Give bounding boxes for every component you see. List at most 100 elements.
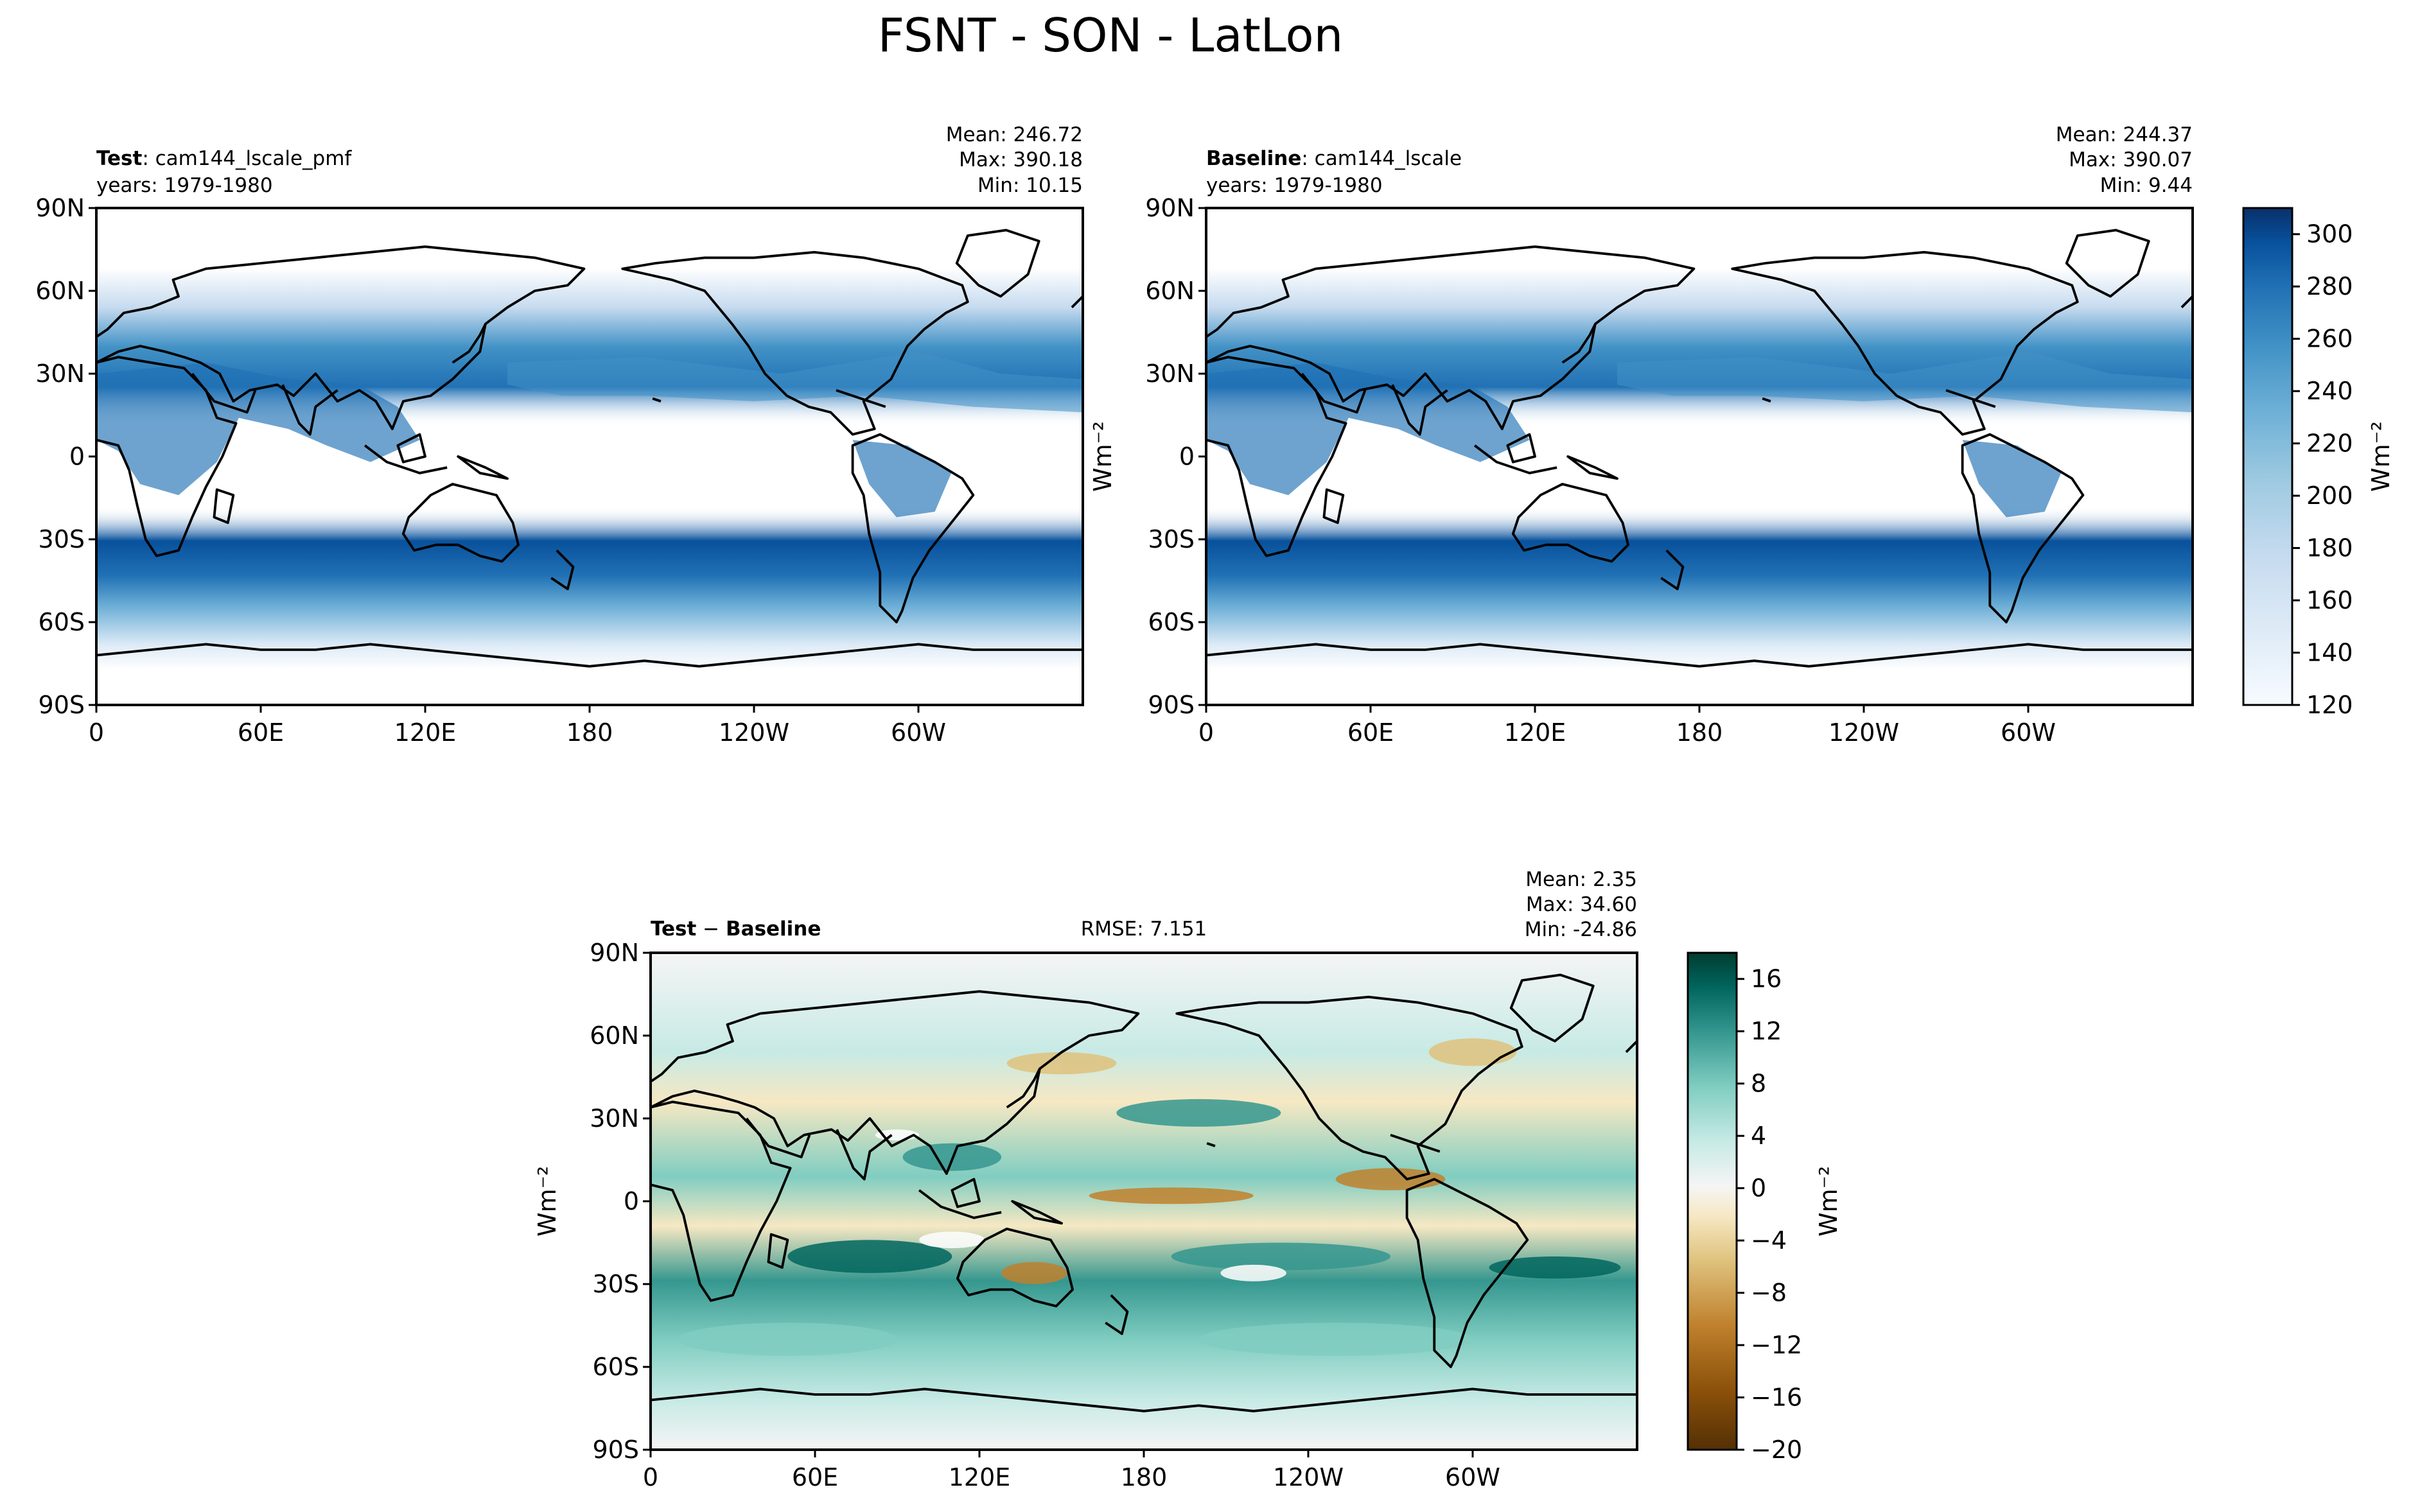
diff-panel-mean: Mean: 2.35 [1525,868,1637,891]
test-map-axes: 0 60E 120E 180 120W 60W 90N 60N 30N 0 30S 60S 90S [35,194,946,747]
x-tick-label: 60E [792,1463,838,1491]
y-tick-label: 90N [1145,194,1195,222]
colorbar-tick-label: −8 [1751,1279,1787,1307]
test-panel-mean: Mean: 246.72 [946,123,1083,146]
y-tick-label: 30N [35,360,85,388]
y-tick-label: 60S [39,608,85,636]
top-colorbar-label: Wm⁻² [2367,421,2395,492]
colorbar-tick-label: −16 [1751,1384,1802,1412]
colorbar-tick-label: 16 [1751,965,1782,993]
diff-colorbar-ticks: −20 −16 −12 −8 −4 0 4 8 12 16 [1737,965,1802,1464]
test-map-field [96,208,1083,705]
diff-panel-rmse: RMSE: 7.151 [1081,917,1207,941]
x-tick-label: 60W [2001,718,2056,747]
x-tick-label: 120E [394,718,457,747]
colorbar-tick-label: 8 [1751,1070,1766,1098]
y-tick-label: 60N [1145,277,1195,305]
y-tick-label: 0 [624,1187,639,1215]
test-panel: Test: cam144_lscale_pmf years: 1979-1980… [35,123,1084,747]
x-tick-label: 60E [1347,718,1394,747]
baseline-panel: Baseline: cam144_lscale years: 1979-1980… [1145,123,2194,747]
diff-panel-max: Max: 34.60 [1526,893,1637,916]
baseline-panel-max: Max: 390.07 [2069,148,2193,171]
baseline-panel-label: Baseline: cam144_lscale [1206,147,1462,170]
y-tick-label: 60S [593,1353,639,1381]
baseline-map-axes: 0 60E 120E 180 120W 60W 90N 60N 30N 0 30S 60S 90S [1145,194,2056,747]
x-tick-label: 0 [1198,718,1214,747]
y-tick-label: 0 [69,442,85,471]
y-tick-label: 90S [593,1436,639,1464]
diff-map-axes: 0 60E 120E 180 120W 60W 90N 60N 30N 0 30S 60S 90S [590,939,1500,1491]
diff-colorbar: −20 −16 −12 −8 −4 0 4 8 12 16 Wm⁻² [1687,952,1843,1464]
colorbar-tick-label: 280 [2306,272,2353,300]
top-units-label: Wm⁻² [1089,421,1117,492]
x-tick-label: 120W [1273,1463,1344,1491]
test-panel-min: Min: 10.15 [978,174,1083,197]
baseline-map-field-land [1617,351,2193,413]
test-panel-label: Test: cam144_lscale_pmf [96,147,352,170]
x-tick-label: 0 [89,718,104,747]
colorbar-tick-label: 260 [2306,325,2353,353]
test-panel-max: Max: 390.18 [959,148,1083,171]
colorbar-tick-label: 12 [1751,1017,1782,1045]
y-tick-label: 90S [1148,691,1195,719]
diff-panel-min: Min: -24.86 [1525,918,1637,941]
y-tick-label: 30S [593,1270,639,1298]
colorbar-tick-label: 140 [2306,639,2353,667]
x-tick-label: 180 [566,718,613,747]
y-tick-label: 60N [35,277,85,305]
figure-title: FSNT - SON - LatLon [878,8,1343,62]
y-tick-label: 30N [590,1104,639,1133]
diff-units-label: Wm⁻² [533,1166,561,1237]
colorbar-tick-label: 200 [2306,482,2353,510]
y-tick-label: 60N [590,1021,639,1050]
colorbar-tick-label: −4 [1751,1226,1787,1255]
colorbar-tick-label: −20 [1751,1436,1802,1464]
top-colorbar: 120 140 160 180 200 220 240 260 280 300 Wm⁻² [2242,207,2395,719]
baseline-map-field [1206,208,2193,705]
x-tick-label: 180 [1676,718,1723,747]
colorbar-tick-label: 0 [1751,1174,1766,1203]
y-tick-label: 90S [39,691,85,719]
y-tick-label: 90N [590,939,639,967]
colorbar-tick-label: 180 [2306,534,2353,562]
x-tick-label: 180 [1121,1463,1168,1491]
test-map-field-land [507,351,1083,413]
y-tick-label: 30S [1148,525,1195,553]
top-colorbar-bar [2242,207,2293,706]
x-tick-label: 60E [238,718,284,747]
diff-panel: Test − Baseline RMSE: 7.151 Mean: 2.35 M… [533,868,1638,1491]
colorbar-tick-label: 240 [2306,377,2353,405]
baseline-panel-min: Min: 9.44 [2100,174,2193,197]
baseline-panel-mean: Mean: 244.37 [2056,123,2193,146]
y-tick-label: 60S [1148,608,1195,636]
top-colorbar-ticks: 120 140 160 180 200 220 240 260 280 300 [2292,220,2353,719]
colorbar-tick-label: 4 [1751,1122,1766,1150]
colorbar-tick-label: 120 [2306,691,2353,719]
baseline-map-field-land [1206,362,1530,496]
colorbar-tick-label: 300 [2306,220,2353,248]
y-tick-label: 0 [1179,442,1195,471]
diff-panel-label: Test − Baseline [651,917,821,941]
test-map-field-land [96,362,420,496]
y-tick-label: 30S [39,525,85,553]
x-tick-label: 60W [1445,1463,1500,1491]
x-tick-label: 120W [719,718,789,747]
diff-colorbar-bar [1687,952,1738,1451]
test-map-plot [95,207,1084,706]
diff-map-plot [649,952,1638,1451]
x-tick-label: 120E [949,1463,1011,1491]
test-panel-years: years: 1979-1980 [96,174,273,197]
x-tick-label: 120W [1828,718,1899,747]
baseline-map-plot [1205,207,2194,706]
y-tick-label: 30N [1145,360,1195,388]
baseline-panel-years: years: 1979-1980 [1206,174,1383,197]
x-tick-label: 60W [891,718,946,747]
y-tick-label: 90N [35,194,85,222]
colorbar-tick-label: 160 [2306,586,2353,614]
colorbar-tick-label: −12 [1751,1331,1802,1359]
diff-colorbar-label: Wm⁻² [1814,1166,1843,1237]
x-tick-label: 120E [1504,718,1566,747]
colorbar-tick-label: 220 [2306,430,2353,458]
